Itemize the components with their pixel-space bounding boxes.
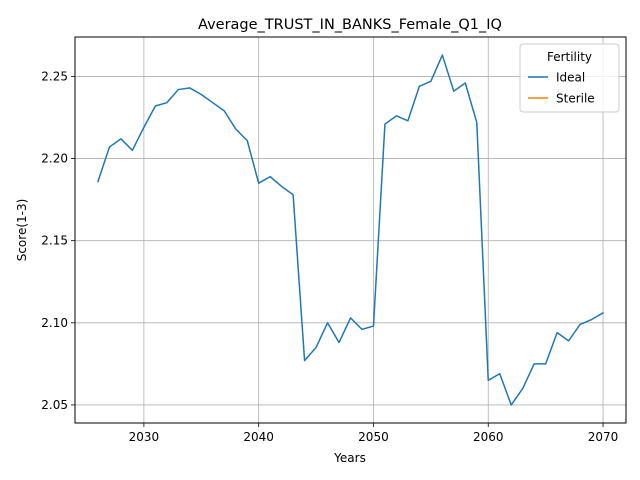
y-tick-label: 2.25 — [41, 69, 68, 83]
y-axis-label: Score(1-3) — [15, 199, 29, 262]
series-lines — [97, 54, 605, 406]
legend-box — [519, 43, 620, 113]
x-axis-label: Years — [333, 451, 366, 465]
legend: Fertility Ideal Sterile — [519, 43, 620, 113]
legend-label-sterile: Sterile — [556, 92, 595, 106]
legend-label-ideal: Ideal — [556, 71, 585, 85]
series-line-ideal — [97, 54, 605, 406]
x-tick-label: 2070 — [588, 430, 619, 444]
x-tick-label: 2040 — [243, 430, 274, 444]
plot-frame — [74, 36, 627, 424]
x-tick-label: 2050 — [358, 430, 389, 444]
x-tick-label: 2030 — [129, 430, 160, 444]
y-tick-label: 2.20 — [41, 152, 68, 166]
chart-title: Average_TRUST_IN_BANKS_Female_Q1_IQ — [198, 17, 502, 33]
y-tick-label: 2.10 — [41, 316, 68, 330]
y-tick-label: 2.15 — [41, 234, 68, 248]
x-tick-label: 2060 — [473, 430, 504, 444]
y-tick-label: 2.05 — [41, 398, 68, 412]
legend-title: Fertility — [547, 50, 592, 64]
axis-ticks: 2030 2040 2050 2060 2070 2.05 2.10 2.15 2.20 2.25 — [41, 69, 618, 444]
